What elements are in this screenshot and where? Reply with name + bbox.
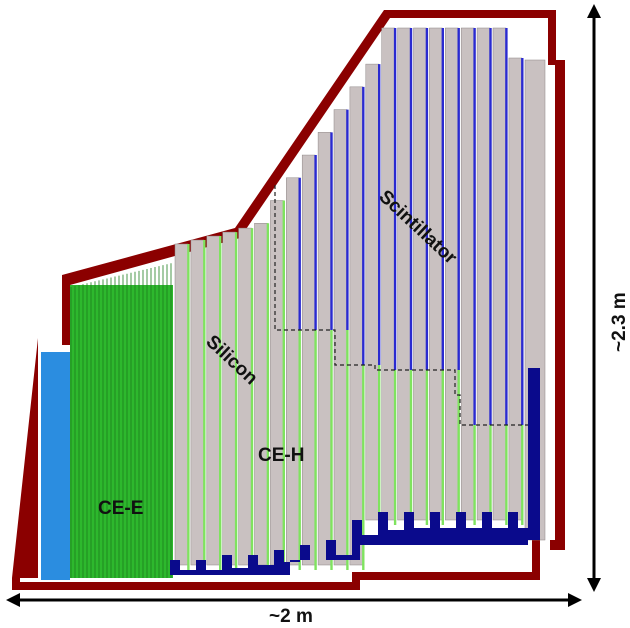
absorber-plate [286, 177, 300, 566]
label-ce-e: CE-E [98, 498, 143, 519]
absorber-plate [206, 235, 220, 566]
width-dimension-arrow [6, 593, 582, 607]
absorber-plate [429, 27, 443, 521]
absorber-plate [381, 27, 395, 521]
height-dimension-arrow [587, 4, 601, 592]
support-base [170, 368, 540, 578]
absorber-plate [333, 109, 348, 566]
ce-e-inner-block [41, 352, 70, 580]
absorber-plate [476, 27, 491, 521]
absorber-plate [222, 231, 236, 566]
absorber-plate [460, 27, 475, 521]
absorber-plate [190, 239, 205, 566]
label-ce-h: CE-H [258, 445, 304, 466]
absorber-plate [365, 63, 379, 521]
absorber-plate [270, 200, 284, 566]
ce-e-layers [70, 263, 173, 578]
label-height: ~2.3 m [609, 292, 630, 352]
absorber-plate [397, 27, 411, 521]
absorber-plate [508, 57, 523, 521]
absorber-plate [174, 243, 189, 566]
ce-h-region [174, 27, 546, 570]
absorber-plate [445, 27, 459, 521]
absorber-plate [238, 227, 252, 566]
ce-e-background [70, 285, 173, 578]
absorber-plate [492, 27, 507, 521]
absorber-plate [317, 132, 332, 566]
label-width: ~2 m [269, 606, 313, 627]
absorber-plate [349, 86, 364, 566]
silicon-scintillator-boundary [274, 185, 528, 426]
absorber-plate [413, 27, 427, 521]
absorber-plate [301, 154, 316, 566]
absorber-plate [254, 223, 268, 566]
